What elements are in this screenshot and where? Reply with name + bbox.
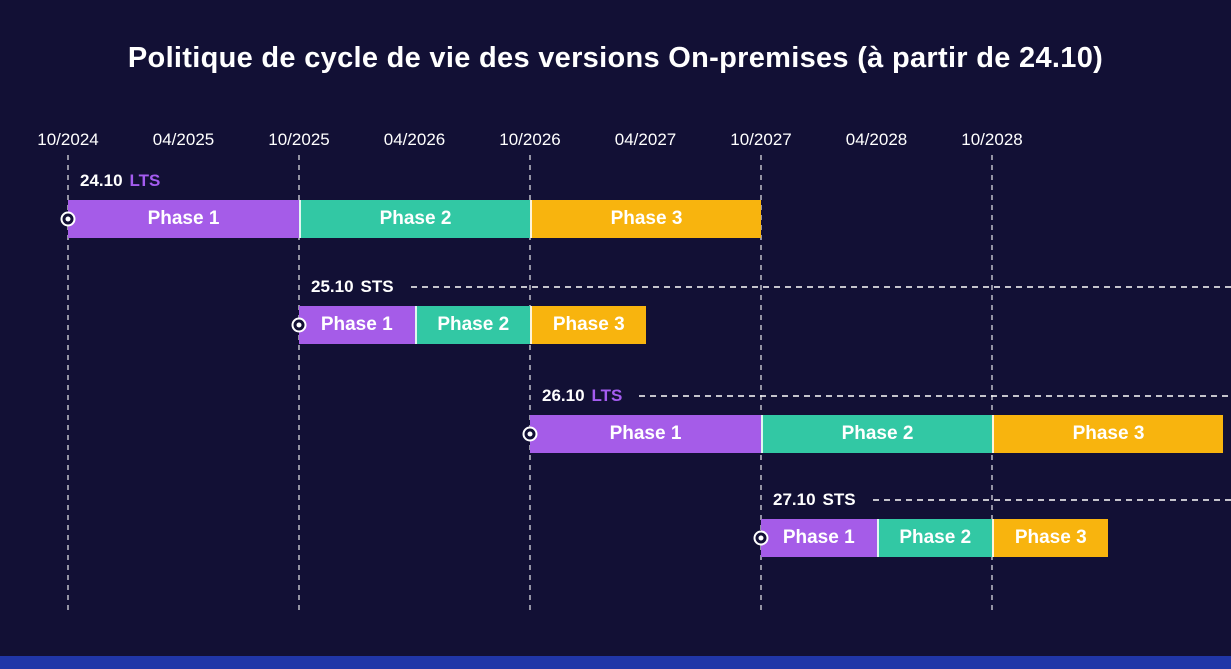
release-version: 27.10	[773, 490, 816, 509]
release-channel: LTS	[129, 171, 161, 190]
axis-tick-label: 04/2026	[383, 130, 446, 149]
release-label-row: 24.10 LTS	[80, 170, 1231, 192]
release-label-row: 27.10 STS	[773, 489, 1231, 511]
axis-tick-label: 10/2027	[730, 130, 792, 149]
gridline	[760, 155, 762, 612]
phase-bar-phase-1: Phase 1	[530, 415, 761, 453]
release-channel: STS	[360, 277, 394, 296]
release-label-row: 25.10 STS	[311, 276, 1231, 298]
start-marker-icon	[753, 530, 769, 546]
release-version: 24.10	[80, 171, 123, 190]
phase-bar-phase-1: Phase 1	[299, 306, 415, 344]
release-dashed-line	[639, 395, 1231, 397]
phase-bar-phase-2: Phase 2	[299, 200, 530, 238]
start-marker-icon	[522, 426, 538, 442]
release-channel: STS	[822, 490, 856, 509]
release-version: 26.10	[542, 386, 585, 405]
axis-tick-label: 10/2026	[499, 130, 561, 149]
gridline	[67, 155, 69, 612]
phase-bar-phase-1: Phase 1	[68, 200, 299, 238]
release-dashed-line	[410, 286, 1231, 288]
phase-bar-phase-2: Phase 2	[761, 415, 992, 453]
chart-title: Politique de cycle de vie des versions O…	[127, 42, 1104, 74]
axis-tick-label: 10/2025	[268, 130, 330, 149]
phase-bar-phase-3: Phase 3	[530, 306, 646, 344]
phase-bar-phase-3: Phase 3	[992, 519, 1108, 557]
start-marker-icon	[291, 317, 307, 333]
axis-tick-label: 04/2025	[152, 130, 215, 149]
start-marker-icon	[60, 211, 76, 227]
gridline	[991, 155, 993, 612]
axis-tick-label: 04/2028	[845, 130, 908, 149]
phase-bar-phase-2: Phase 2	[414, 306, 530, 344]
phase-bar-phase-3: Phase 3	[992, 415, 1223, 453]
start-marker-dot	[527, 431, 533, 437]
release-label-row: 26.10 LTS	[542, 385, 1231, 407]
release-dashed-line	[872, 499, 1231, 501]
gridline	[298, 155, 300, 612]
axis-tick-label: 10/2024	[37, 130, 99, 149]
axis-tick-label: 04/2027	[614, 130, 677, 149]
release-channel: LTS	[591, 386, 623, 405]
start-marker-dot	[296, 322, 302, 328]
phase-bar-phase-1: Phase 1	[761, 519, 877, 557]
axis-tick-label: 10/2028	[961, 130, 1023, 149]
release-version: 25.10	[311, 277, 354, 296]
footer-accent-bar	[0, 656, 1231, 669]
gridline	[529, 155, 531, 612]
start-marker-dot	[758, 535, 764, 541]
phase-bar-phase-2: Phase 2	[876, 519, 992, 557]
phase-bar-phase-3: Phase 3	[530, 200, 761, 238]
start-marker-dot	[65, 216, 71, 222]
